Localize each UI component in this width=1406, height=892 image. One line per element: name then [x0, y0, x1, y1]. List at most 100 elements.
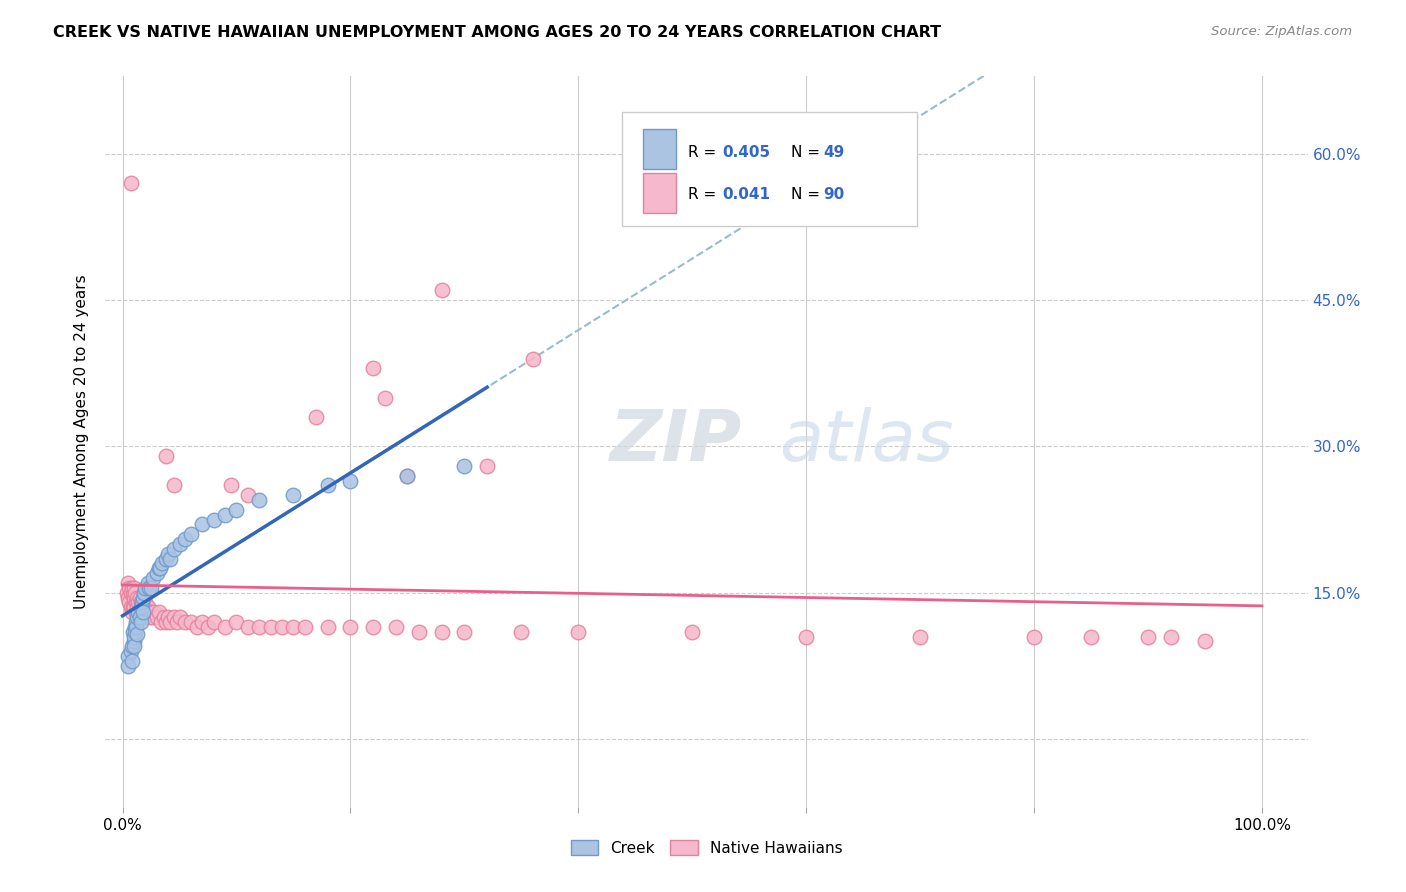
Point [236, 488, 259, 502]
Point [139, 605, 162, 619]
Point [115, 585, 138, 599]
Point [124, 585, 146, 599]
Point [121, 654, 143, 668]
Point [122, 634, 145, 648]
Point [142, 571, 165, 585]
Point [121, 600, 143, 615]
Point [121, 588, 143, 602]
Point [163, 610, 186, 624]
Text: R =: R = [689, 145, 721, 161]
Point [128, 610, 150, 624]
Point [453, 458, 475, 473]
Point [174, 532, 197, 546]
Point [135, 605, 157, 619]
Point [191, 615, 214, 629]
Point [396, 468, 419, 483]
Point [122, 591, 145, 605]
Point [260, 620, 283, 634]
Text: CREEK VS NATIVE HAWAIIAN UNEMPLOYMENT AMONG AGES 20 TO 24 YEARS CORRELATION CHAR: CREEK VS NATIVE HAWAIIAN UNEMPLOYMENT AM… [53, 25, 942, 40]
Point [316, 478, 339, 492]
Point [202, 615, 225, 629]
Point [120, 600, 142, 615]
Point [681, 624, 703, 639]
Point [132, 595, 155, 609]
Point [134, 600, 156, 615]
Point [122, 630, 145, 644]
Point [180, 527, 202, 541]
Point [134, 585, 156, 599]
Point [197, 620, 219, 634]
Point [120, 176, 142, 190]
Point [247, 620, 270, 634]
Point [159, 615, 181, 629]
Point [567, 624, 589, 639]
Point [908, 630, 931, 644]
Text: 0.041: 0.041 [723, 186, 770, 202]
Point [148, 605, 170, 619]
Point [186, 620, 208, 634]
Point [283, 488, 305, 502]
Point [128, 605, 150, 619]
Text: 49: 49 [823, 145, 845, 161]
Point [225, 503, 247, 517]
Legend: Creek, Native Hawaiians: Creek, Native Hawaiians [564, 834, 849, 862]
Point [134, 595, 156, 609]
Point [510, 624, 533, 639]
Point [125, 595, 148, 609]
Point [361, 361, 384, 376]
Point [247, 493, 270, 508]
Point [129, 610, 152, 624]
Bar [643, 173, 676, 213]
Point [129, 600, 152, 615]
Point [169, 537, 191, 551]
Point [522, 351, 544, 366]
Text: 0.405: 0.405 [723, 145, 770, 161]
Point [453, 624, 475, 639]
Point [191, 517, 214, 532]
Point [174, 615, 197, 629]
Point [132, 605, 155, 619]
Point [124, 624, 146, 639]
Point [396, 468, 419, 483]
Point [385, 620, 408, 634]
Point [122, 640, 145, 654]
Point [150, 615, 173, 629]
Point [125, 605, 148, 619]
Point [124, 620, 146, 634]
Point [316, 620, 339, 634]
Point [138, 605, 160, 619]
Point [166, 615, 188, 629]
Point [157, 547, 180, 561]
Point [139, 581, 162, 595]
Point [219, 478, 242, 492]
Point [163, 478, 186, 492]
Point [361, 620, 384, 634]
Text: R =: R = [689, 186, 721, 202]
Point [120, 585, 142, 599]
Text: 90: 90 [823, 186, 845, 202]
Point [155, 449, 177, 463]
Point [1080, 630, 1102, 644]
Point [430, 624, 453, 639]
Point [149, 561, 172, 575]
Point [339, 620, 361, 634]
Point [117, 649, 139, 664]
Text: atlas: atlas [779, 407, 953, 476]
Point [294, 620, 316, 634]
Point [128, 591, 150, 605]
Point [128, 595, 150, 609]
Point [202, 512, 225, 526]
Point [125, 620, 148, 634]
Point [214, 508, 236, 522]
Point [339, 474, 361, 488]
Point [121, 624, 143, 639]
Point [214, 620, 236, 634]
Point [118, 595, 141, 609]
Point [136, 576, 159, 591]
Point [121, 581, 143, 595]
Point [127, 600, 149, 615]
Point [236, 620, 259, 634]
Point [145, 566, 167, 581]
Point [225, 615, 247, 629]
Point [1022, 630, 1045, 644]
